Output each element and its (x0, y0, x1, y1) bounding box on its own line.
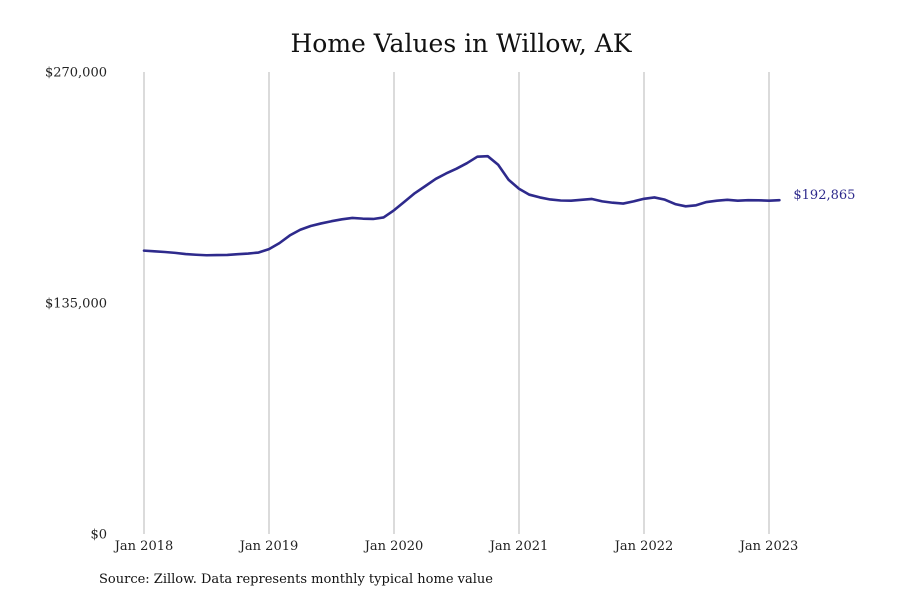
y-tick-label: $0 (90, 528, 107, 543)
x-tick-label: Jan 2021 (488, 539, 549, 554)
last-value-label: $192,865 (793, 188, 855, 203)
x-axis-ticks: Jan 2018 Jan 2019 Jan 2020 Jan 2021 Jan 2022… (113, 539, 799, 554)
series-line-0 (142, 154, 781, 257)
y-axis-ticks: $0 $135,000 $270,000 (45, 66, 107, 543)
gridlines (143, 72, 770, 534)
x-tick-label: Jan 2022 (613, 539, 674, 554)
y-tick-label: $270,000 (45, 66, 107, 81)
source-note: Source: Zillow. Data represents monthly … (99, 572, 493, 587)
y-tick-label: $135,000 (45, 297, 107, 312)
x-tick-label: Jan 2018 (113, 539, 174, 554)
x-tick-label: Jan 2019 (238, 539, 299, 554)
x-tick-label: Jan 2023 (738, 539, 799, 554)
series-layer (142, 154, 781, 257)
x-tick-label: Jan 2020 (363, 539, 424, 554)
chart-title: Home Values in Willow, AK (290, 29, 632, 58)
